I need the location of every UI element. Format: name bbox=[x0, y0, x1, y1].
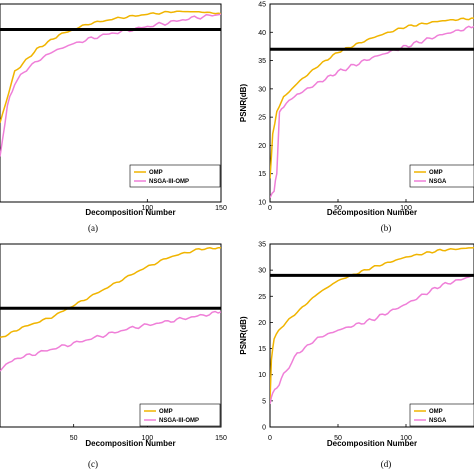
plot-frame bbox=[269, 243, 474, 428]
series-line-omp bbox=[0, 246, 221, 338]
x-tick-label: 150 bbox=[215, 205, 227, 212]
y-tick-label: 5 bbox=[262, 398, 266, 405]
legend-entry: OMP bbox=[159, 409, 173, 415]
series-line-nsga bbox=[0, 13, 221, 157]
series-line-nsga bbox=[270, 25, 474, 199]
y-tick-label: 20 bbox=[258, 320, 266, 327]
x-tick-label: 100 bbox=[141, 435, 153, 442]
series-line-omp bbox=[270, 246, 474, 401]
panel-caption: (c) bbox=[88, 459, 98, 469]
series-line-omp bbox=[0, 10, 221, 124]
y-tick-label: 20 bbox=[258, 143, 266, 150]
y-tick-label: 15 bbox=[258, 171, 266, 178]
plot-frame bbox=[0, 3, 222, 203]
legend-entry: OMP bbox=[149, 170, 163, 176]
x-axis-label: Decomposition Number bbox=[85, 439, 175, 448]
x-tick-label: 0 bbox=[268, 205, 272, 212]
x-tick-label: 150 bbox=[215, 435, 227, 442]
y-tick-label: 30 bbox=[258, 268, 266, 275]
legend-entry: NSGA bbox=[429, 418, 447, 424]
y-axis-label: PSNR(dB) bbox=[239, 84, 248, 123]
panel-caption: (b) bbox=[381, 223, 392, 233]
x-tick-label: 50 bbox=[334, 435, 342, 442]
series-line-omp bbox=[270, 17, 474, 179]
y-tick-label: 10 bbox=[258, 372, 266, 379]
plot-frame bbox=[0, 243, 222, 428]
chart-panel-d: 0 50 100 0 5 10 15 20 25 30 35 OMP NSGA Decomposition… bbox=[239, 242, 474, 469]
series-line-nsga bbox=[0, 310, 221, 372]
x-tick-label: 50 bbox=[334, 205, 342, 212]
legend-entry: NSGA bbox=[429, 179, 447, 185]
chart-panel-a: 100 150 OMP NSGA-III-OMP Decomposition Numbe… bbox=[0, 3, 227, 233]
x-tick-label: 0 bbox=[268, 435, 272, 442]
x-tick-label: 100 bbox=[141, 205, 153, 212]
x-axis-label: Decomposition Number bbox=[327, 439, 417, 448]
y-axis-label: PSNR(dB) bbox=[239, 316, 248, 355]
y-tick-label: 45 bbox=[258, 2, 266, 9]
legend-box bbox=[139, 403, 221, 427]
y-tick-label: 35 bbox=[258, 242, 266, 249]
x-tick-label: 50 bbox=[70, 435, 78, 442]
plot-frame bbox=[269, 3, 474, 203]
y-tick-label: 15 bbox=[258, 346, 266, 353]
series-line-nsga bbox=[270, 274, 474, 405]
chart-panel-c: 50 100 150 OMP NSGA-III-OMP Decomposition Num… bbox=[0, 243, 227, 469]
panel-caption: (a) bbox=[88, 223, 98, 233]
y-tick-label: 10 bbox=[258, 200, 266, 207]
x-axis-label: Decomposition Number bbox=[85, 208, 175, 217]
y-tick-label: 25 bbox=[258, 294, 266, 301]
panel-caption: (d) bbox=[381, 459, 392, 469]
y-tick-label: 30 bbox=[258, 86, 266, 93]
legend-entry: OMP bbox=[429, 170, 443, 176]
x-tick-label: 100 bbox=[400, 435, 412, 442]
chart-panel-b: 0 50 100 10 15 20 25 30 35 40 45 OMP NSGA Decompositi… bbox=[239, 2, 474, 233]
y-tick-label: 40 bbox=[258, 30, 266, 37]
legend-entry: NSGA-III-OMP bbox=[149, 179, 189, 185]
legend-box bbox=[129, 164, 221, 188]
legend-entry: NSGA-III-OMP bbox=[159, 418, 199, 424]
y-tick-label: 25 bbox=[258, 115, 266, 122]
x-tick-label: 100 bbox=[400, 205, 412, 212]
y-tick-label: 35 bbox=[258, 58, 266, 65]
legend-entry: OMP bbox=[429, 409, 443, 415]
x-axis-label: Decomposition Number bbox=[327, 208, 417, 217]
y-tick-label: 0 bbox=[262, 425, 266, 432]
